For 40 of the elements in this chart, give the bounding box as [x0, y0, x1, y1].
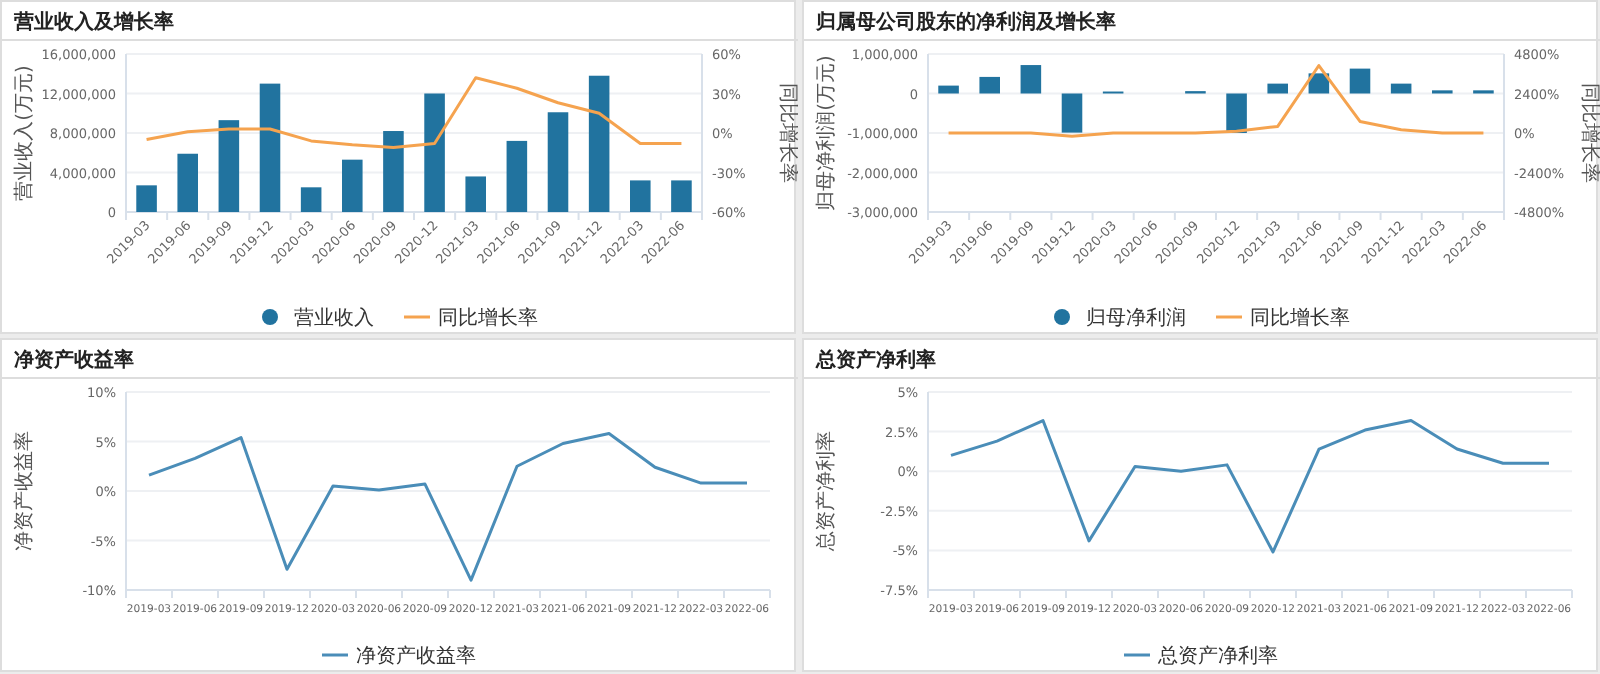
bar	[1390, 83, 1412, 94]
chart-title: 归属母公司股东的净利润及增长率	[814, 10, 1116, 34]
legend-label: 同比增长率	[438, 306, 538, 330]
bar	[630, 180, 651, 212]
line-series	[147, 432, 749, 582]
line-series	[947, 64, 1485, 138]
y-axis-title: 总资产净利率	[814, 431, 838, 553]
bar	[1267, 83, 1288, 94]
legend-label: 总资产净利率	[1156, 644, 1278, 668]
bar	[383, 131, 404, 212]
bar	[218, 120, 240, 212]
bar	[177, 153, 198, 212]
bar	[1226, 93, 1247, 133]
legend-label: 同比增长率	[1250, 306, 1350, 330]
bar	[465, 176, 486, 212]
line-series	[145, 76, 683, 149]
legend-label: 归母净利润	[1086, 306, 1186, 330]
bar	[938, 85, 959, 94]
bar	[136, 185, 157, 212]
chart-title: 净资产收益率	[14, 348, 134, 372]
bar	[547, 112, 569, 212]
bar	[671, 180, 692, 212]
bar	[342, 159, 363, 212]
bar	[259, 83, 281, 212]
bar	[1020, 65, 1042, 94]
bar	[588, 75, 610, 212]
bar	[1061, 93, 1083, 133]
chart-title: 总资产净利率	[814, 348, 936, 372]
legend-label: 营业收入	[294, 306, 374, 330]
bar	[300, 187, 322, 212]
chart-title: 营业收入及增长率	[12, 10, 174, 34]
y-axis-title: 营业收入(万元)	[12, 65, 36, 201]
y-axis-title: 净资产收益率	[12, 431, 36, 551]
legend-label: 净资产收益率	[356, 644, 476, 668]
bar	[506, 140, 528, 212]
bar	[979, 76, 1000, 94]
bar	[1349, 68, 1371, 94]
line-series	[949, 419, 1551, 554]
bar	[424, 93, 445, 212]
y-axis-title: 归母净利润(万元)	[814, 55, 838, 211]
